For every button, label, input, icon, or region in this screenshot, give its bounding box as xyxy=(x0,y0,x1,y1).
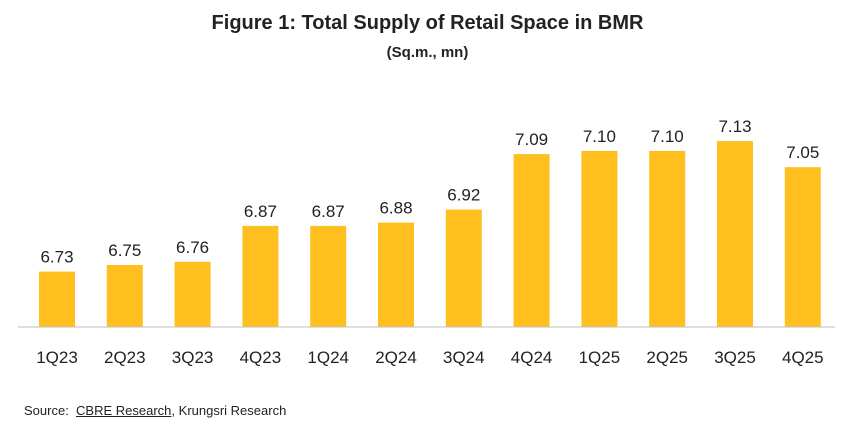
x-tick-label-1Q24: 1Q24 xyxy=(307,348,349,367)
bar-1Q23 xyxy=(39,271,75,327)
value-label-1Q23: 6.73 xyxy=(40,248,73,267)
x-tick-label-3Q25: 3Q25 xyxy=(714,348,756,367)
value-label-4Q23: 6.87 xyxy=(244,202,277,221)
bar-1Q24 xyxy=(310,225,347,327)
source-link-cbre[interactable]: CBRE Research xyxy=(76,403,172,418)
chart-subtitle: (Sq.m., mn) xyxy=(386,44,469,61)
bar-2Q25 xyxy=(649,150,686,327)
value-label-1Q24: 6.87 xyxy=(312,202,345,221)
value-label-3Q24: 6.92 xyxy=(447,186,480,205)
bar-4Q25 xyxy=(784,167,821,327)
bar-chart: 6.73 6.75 6.76 6.87 6.87 6.88 6.92 7.09 7.10 7.10… xyxy=(18,117,835,367)
value-label-2Q24: 6.88 xyxy=(379,199,412,218)
source-note: Source: CBRE Research, Krungsri Research xyxy=(24,403,286,418)
value-label-3Q23: 6.76 xyxy=(176,238,209,257)
source-prefix: Source: xyxy=(24,403,69,418)
value-label-4Q25: 7.05 xyxy=(786,143,819,162)
value-labels-group: 6.73 6.75 6.76 6.87 6.87 6.88 6.92 7.09 7.10 7.10… xyxy=(40,117,819,267)
x-tick-label-2Q23: 2Q23 xyxy=(104,348,146,367)
x-tick-label-3Q23: 3Q23 xyxy=(172,348,214,367)
bar-3Q25 xyxy=(717,141,753,327)
bar-4Q23 xyxy=(242,225,279,327)
bar-2Q23 xyxy=(106,265,143,327)
value-label-3Q25: 7.13 xyxy=(718,117,751,136)
bar-2Q24 xyxy=(378,222,414,327)
x-tick-label-4Q23: 4Q23 xyxy=(240,348,282,367)
x-tick-label-2Q24: 2Q24 xyxy=(375,348,417,367)
x-tick-label-1Q23: 1Q23 xyxy=(36,348,78,367)
x-tick-label-4Q25: 4Q25 xyxy=(782,348,824,367)
bar-3Q23 xyxy=(174,261,211,327)
bar-1Q25 xyxy=(581,150,618,327)
value-label-2Q25: 7.10 xyxy=(651,127,684,146)
bar-3Q24 xyxy=(445,209,482,327)
x-tick-labels-group: 1Q23 2Q23 3Q23 4Q23 1Q24 2Q24 3Q24 4Q24 1Q25 2Q25… xyxy=(36,348,823,367)
value-label-1Q25: 7.10 xyxy=(583,127,616,146)
bar-4Q24 xyxy=(513,154,550,327)
value-label-2Q23: 6.75 xyxy=(108,241,141,260)
value-label-4Q24: 7.09 xyxy=(515,130,548,149)
x-tick-label-1Q25: 1Q25 xyxy=(579,348,621,367)
source-suffix: , Krungsri Research xyxy=(171,403,287,418)
chart-title: Figure 1: Total Supply of Retail Space i… xyxy=(211,12,644,34)
bars-group xyxy=(39,141,821,327)
x-tick-label-4Q24: 4Q24 xyxy=(511,348,553,367)
x-tick-label-3Q24: 3Q24 xyxy=(443,348,485,367)
x-tick-label-2Q25: 2Q25 xyxy=(646,348,688,367)
